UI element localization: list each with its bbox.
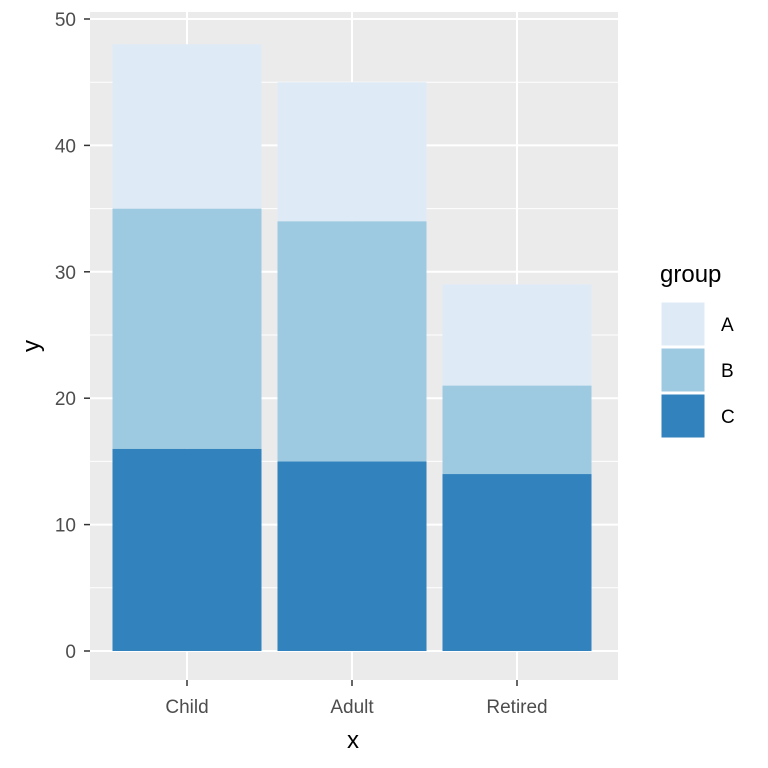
y-tick-label: 10: [55, 516, 76, 537]
y-axis-title: y: [18, 340, 45, 352]
bar-adult-c: [277, 461, 427, 651]
legend-key-c: [660, 393, 706, 439]
bar-child-a: [112, 44, 262, 209]
y-tick-label: 30: [55, 263, 76, 284]
legend-label: B: [721, 361, 734, 382]
bar-adult-a: [277, 82, 427, 222]
bar-retired-b: [442, 385, 592, 475]
x-axis: Child Adult Retired: [165, 680, 548, 718]
y-tick-label: 50: [55, 10, 76, 31]
legend-key-b: [660, 347, 706, 393]
x-tick-label: Adult: [330, 697, 374, 718]
y-tick-label: 20: [55, 389, 76, 410]
x-tick-label: Retired: [486, 697, 547, 718]
legend-key-a: [660, 301, 706, 347]
bar-child-c: [112, 448, 262, 651]
legend-label: C: [721, 407, 735, 428]
bar-adult-b: [277, 221, 427, 462]
x-axis-title: x: [347, 727, 359, 754]
bar-retired-a: [442, 284, 592, 386]
legend-label: A: [721, 315, 734, 336]
legend: group A B C: [660, 261, 735, 439]
x-tick-label: Child: [165, 697, 208, 718]
y-tick-label: 0: [65, 642, 76, 663]
y-axis: 0 10 20 30 40 50: [55, 10, 90, 663]
y-tick-label: 40: [55, 136, 76, 157]
bar-child-b: [112, 208, 262, 449]
legend-title: group: [660, 261, 721, 288]
bar-retired-c: [442, 474, 592, 651]
bars: [112, 44, 592, 651]
